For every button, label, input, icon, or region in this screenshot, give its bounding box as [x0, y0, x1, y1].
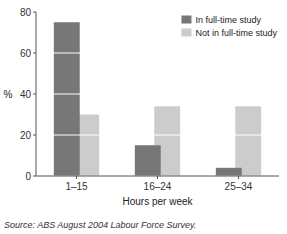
x-axis-label: Hours per week [122, 196, 193, 207]
x-tick-label: 1–15 [65, 181, 88, 192]
x-tick [76, 176, 77, 179]
bar [54, 22, 80, 176]
y-tick-label: 60 [20, 48, 32, 59]
x-tick-label: 25–34 [225, 181, 253, 192]
y-axis-label: % [4, 89, 13, 100]
legend-label: In full-time study [195, 15, 261, 25]
y-tick-label: 40 [20, 89, 32, 100]
legend: In full-time study Not in full-time study [181, 15, 277, 38]
y-tick [33, 135, 36, 136]
y-tick [33, 176, 36, 177]
chart-container: 0 20 40 60 80 1–15 16–24 25–34 Hours per week% In… [0, 0, 287, 234]
x-tick [157, 176, 158, 179]
grid-line [36, 53, 279, 54]
grid-line [36, 94, 279, 95]
grid-line [36, 12, 279, 13]
grid-line [36, 135, 279, 136]
bars [54, 22, 261, 176]
y-tick-label: 20 [20, 130, 32, 141]
source-note: Source: ABS August 2004 Labour Force Sur… [4, 220, 196, 230]
bar [216, 168, 242, 176]
legend-swatch [181, 29, 191, 37]
chart-svg: 0 20 40 60 80 1–15 16–24 25–34 Hours per week% In… [0, 0, 287, 234]
grid [36, 12, 279, 176]
x-tick-label: 16–24 [144, 181, 172, 192]
y-tick [33, 12, 36, 13]
y-tick [33, 94, 36, 95]
x-tick [238, 176, 239, 179]
bar [235, 106, 261, 176]
y-tick-label: 0 [25, 171, 31, 182]
y-tick [33, 53, 36, 54]
legend-label: Not in full-time study [195, 28, 277, 38]
legend-swatch [181, 16, 191, 24]
bar [135, 145, 161, 176]
y-tick-label: 80 [20, 7, 32, 18]
